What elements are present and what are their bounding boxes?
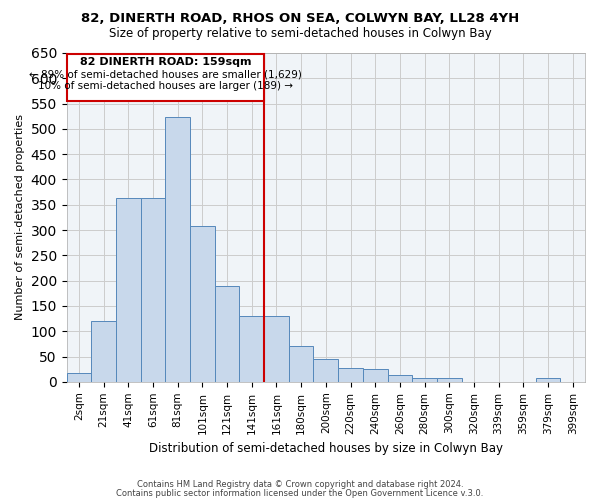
Bar (338, 368, 363, 382)
Text: Contains HM Land Registry data © Crown copyright and database right 2024.: Contains HM Land Registry data © Crown c… (137, 480, 463, 489)
Bar (166, 116, 190, 382)
Bar (264, 316, 289, 382)
Bar (437, 378, 461, 382)
Bar (215, 286, 239, 382)
Bar (116, 198, 141, 382)
FancyBboxPatch shape (67, 54, 264, 101)
Text: ← 89% of semi-detached houses are smaller (1,629): ← 89% of semi-detached houses are smalle… (29, 69, 302, 79)
Bar (190, 226, 215, 382)
Bar (141, 198, 166, 382)
Text: Size of property relative to semi-detached houses in Colwyn Bay: Size of property relative to semi-detach… (109, 28, 491, 40)
Bar (388, 374, 412, 382)
Text: Contains public sector information licensed under the Open Government Licence v.: Contains public sector information licen… (116, 488, 484, 498)
Bar (363, 369, 388, 382)
Bar (536, 378, 560, 382)
Bar (313, 359, 338, 382)
Bar (239, 316, 264, 382)
Bar (412, 378, 437, 382)
Bar (67, 373, 91, 382)
Text: 10% of semi-detached houses are larger (189) →: 10% of semi-detached houses are larger (… (38, 81, 293, 91)
Text: 82, DINERTH ROAD, RHOS ON SEA, COLWYN BAY, LL28 4YH: 82, DINERTH ROAD, RHOS ON SEA, COLWYN BA… (81, 12, 519, 26)
Y-axis label: Number of semi-detached properties: Number of semi-detached properties (15, 114, 25, 320)
Text: 82 DINERTH ROAD: 159sqm: 82 DINERTH ROAD: 159sqm (80, 56, 251, 66)
X-axis label: Distribution of semi-detached houses by size in Colwyn Bay: Distribution of semi-detached houses by … (149, 442, 503, 455)
Bar (91, 321, 116, 382)
Bar (289, 346, 313, 382)
